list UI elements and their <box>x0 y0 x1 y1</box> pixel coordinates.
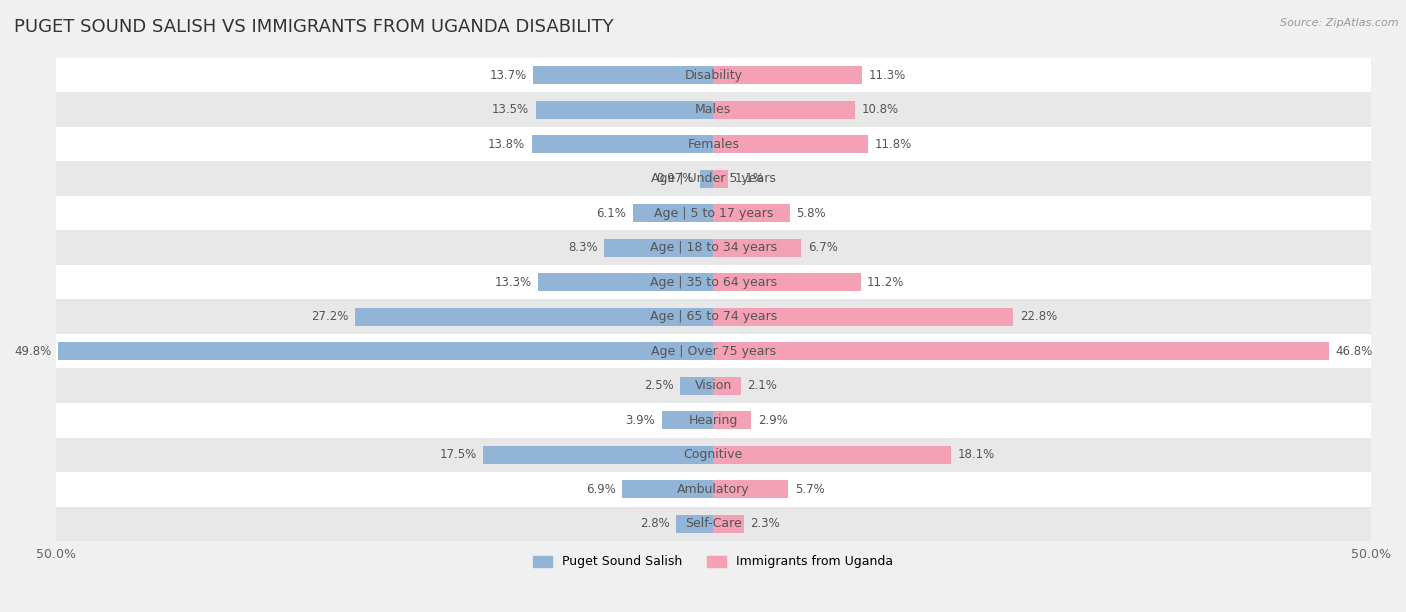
Text: 11.3%: 11.3% <box>869 69 905 81</box>
Bar <box>55 403 1371 438</box>
Text: 46.8%: 46.8% <box>1336 345 1372 358</box>
Bar <box>713 377 741 395</box>
Text: 8.3%: 8.3% <box>568 241 598 254</box>
Text: 13.3%: 13.3% <box>495 275 531 289</box>
Text: 10.8%: 10.8% <box>862 103 898 116</box>
Text: 13.8%: 13.8% <box>488 138 526 151</box>
Bar <box>55 368 1371 403</box>
Bar <box>633 204 713 222</box>
Bar <box>713 446 952 464</box>
Text: Age | 18 to 34 years: Age | 18 to 34 years <box>650 241 778 254</box>
Text: 11.8%: 11.8% <box>875 138 912 151</box>
Text: 27.2%: 27.2% <box>312 310 349 323</box>
Text: 22.8%: 22.8% <box>1019 310 1057 323</box>
Bar <box>605 239 713 256</box>
Text: 3.9%: 3.9% <box>626 414 655 427</box>
Text: 6.1%: 6.1% <box>596 207 627 220</box>
Bar <box>713 480 789 498</box>
Bar <box>55 92 1371 127</box>
Bar <box>55 231 1371 265</box>
Text: 13.5%: 13.5% <box>492 103 529 116</box>
Text: 11.2%: 11.2% <box>868 275 904 289</box>
Text: Source: ZipAtlas.com: Source: ZipAtlas.com <box>1281 18 1399 28</box>
Text: 6.9%: 6.9% <box>586 483 616 496</box>
Bar <box>55 127 1371 162</box>
Text: 5.7%: 5.7% <box>794 483 824 496</box>
Text: Age | 65 to 74 years: Age | 65 to 74 years <box>650 310 778 323</box>
Bar <box>713 273 860 291</box>
Bar <box>623 480 713 498</box>
Bar <box>676 515 713 533</box>
Text: 5.8%: 5.8% <box>796 207 825 220</box>
Text: Self-Care: Self-Care <box>685 517 741 531</box>
Text: 49.8%: 49.8% <box>14 345 52 358</box>
Text: Hearing: Hearing <box>689 414 738 427</box>
Text: Age | Over 75 years: Age | Over 75 years <box>651 345 776 358</box>
Text: Ambulatory: Ambulatory <box>676 483 749 496</box>
Bar <box>713 411 751 429</box>
Text: 13.7%: 13.7% <box>489 69 526 81</box>
Text: Cognitive: Cognitive <box>683 448 742 461</box>
Text: Females: Females <box>688 138 740 151</box>
Bar <box>713 204 790 222</box>
Bar <box>713 342 1329 360</box>
Bar <box>58 342 713 360</box>
Text: Age | 5 to 17 years: Age | 5 to 17 years <box>654 207 773 220</box>
Bar <box>55 265 1371 299</box>
Bar <box>536 100 713 119</box>
Bar <box>55 507 1371 541</box>
Text: PUGET SOUND SALISH VS IMMIGRANTS FROM UGANDA DISABILITY: PUGET SOUND SALISH VS IMMIGRANTS FROM UG… <box>14 18 613 36</box>
Text: 2.1%: 2.1% <box>748 379 778 392</box>
Bar <box>713 515 744 533</box>
Bar <box>533 66 713 84</box>
Text: 0.97%: 0.97% <box>657 172 695 185</box>
Text: 1.1%: 1.1% <box>734 172 765 185</box>
Bar <box>713 135 869 153</box>
Bar <box>55 334 1371 368</box>
Bar <box>55 162 1371 196</box>
Text: Age | 35 to 64 years: Age | 35 to 64 years <box>650 275 778 289</box>
Text: 2.9%: 2.9% <box>758 414 787 427</box>
Bar <box>531 135 713 153</box>
Text: 18.1%: 18.1% <box>957 448 995 461</box>
Bar <box>700 170 713 188</box>
Text: 2.3%: 2.3% <box>749 517 780 531</box>
Bar <box>713 308 1014 326</box>
Text: 6.7%: 6.7% <box>808 241 838 254</box>
Bar <box>484 446 713 464</box>
Text: Disability: Disability <box>685 69 742 81</box>
Bar <box>681 377 713 395</box>
Text: 2.8%: 2.8% <box>640 517 669 531</box>
Legend: Puget Sound Salish, Immigrants from Uganda: Puget Sound Salish, Immigrants from Ugan… <box>529 550 898 573</box>
Bar <box>713 170 728 188</box>
Bar <box>55 438 1371 472</box>
Bar <box>662 411 713 429</box>
Bar <box>55 299 1371 334</box>
Bar <box>713 239 801 256</box>
Bar <box>538 273 713 291</box>
Text: Vision: Vision <box>695 379 733 392</box>
Bar <box>713 100 855 119</box>
Bar <box>55 472 1371 507</box>
Bar <box>713 66 862 84</box>
Bar <box>55 196 1371 231</box>
Text: Age | Under 5 years: Age | Under 5 years <box>651 172 776 185</box>
Text: 17.5%: 17.5% <box>439 448 477 461</box>
Text: Males: Males <box>695 103 731 116</box>
Text: 2.5%: 2.5% <box>644 379 673 392</box>
Bar <box>356 308 713 326</box>
Bar <box>55 58 1371 92</box>
